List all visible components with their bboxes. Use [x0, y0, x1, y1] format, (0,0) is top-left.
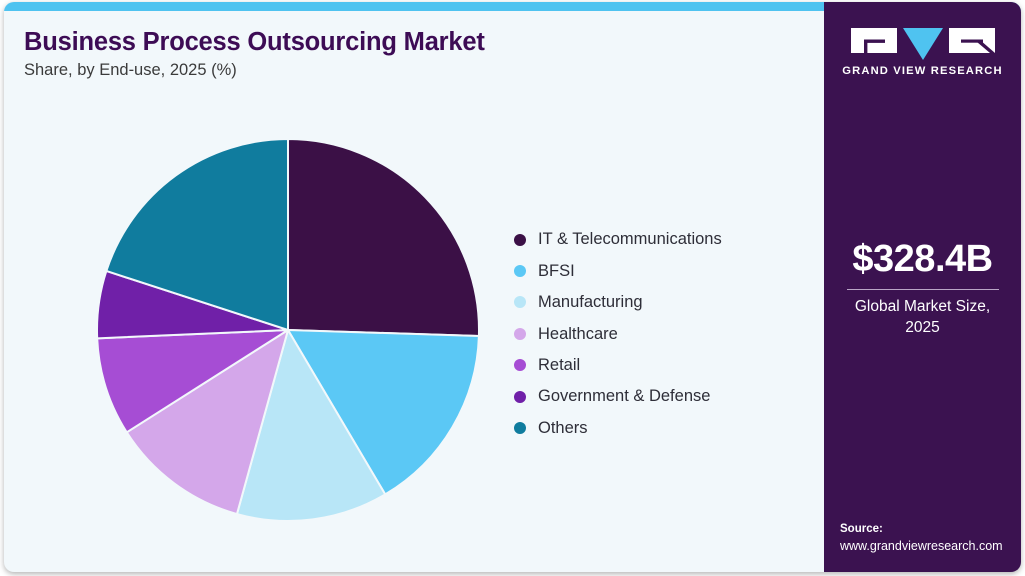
pie-slice[interactable]	[105, 138, 289, 331]
market-size-value: $328.4B	[852, 238, 993, 280]
legend-item-label: Others	[538, 418, 588, 437]
brand-panel: GRAND VIEW RESEARCH $328.4B Global Marke…	[824, 2, 1021, 572]
legend-color-swatch	[514, 265, 526, 278]
pie-slice[interactable]	[287, 329, 480, 496]
legend-color-swatch	[514, 327, 526, 340]
pie-slice[interactable]	[287, 138, 480, 337]
pie-slice[interactable]	[235, 329, 387, 522]
legend-item-label: Government & Defense	[538, 387, 711, 406]
page-title: Business Process Outsourcing Market	[24, 28, 485, 56]
source-url[interactable]: www.grandviewresearch.com	[840, 538, 1003, 553]
source-label: Source:	[840, 523, 883, 536]
logo-r-icon	[948, 28, 995, 53]
brand-wordmark: GRAND VIEW RESEARCH	[842, 65, 1003, 77]
legend-color-swatch	[514, 422, 526, 435]
market-size-stat: $328.4B Global Market Size, 2025	[824, 238, 1021, 338]
legend-item-label: Retail	[538, 356, 581, 374]
legend-item-label: Manufacturing	[538, 293, 643, 312]
legend-item-label: Healthcare	[538, 324, 618, 343]
legend-item[interactable]: Others	[514, 412, 814, 443]
pie-slice[interactable]	[96, 329, 289, 434]
legend-color-swatch	[514, 296, 526, 309]
pie-slice[interactable]	[125, 329, 289, 516]
legend-item-label: BFSI	[538, 261, 575, 280]
legend-item[interactable]: BFSI	[514, 255, 814, 286]
legend-item[interactable]: Retail	[514, 350, 814, 381]
logo-v-icon	[902, 28, 943, 60]
market-size-caption: Global Market Size, 2025	[854, 297, 991, 336]
chart-legend: IT & Telecommunications BFSI Manufacturing…	[514, 224, 814, 444]
pie-chart-svg	[96, 138, 480, 522]
infographic-card: Business Process Outsourcing Market Shar…	[4, 2, 1021, 572]
legend-item[interactable]: Government & Defense	[514, 381, 814, 412]
legend-item[interactable]: IT & Telecommunications	[514, 224, 814, 255]
brand-logo: GRAND VIEW RESEARCH	[824, 28, 1021, 77]
legend-color-swatch	[514, 390, 526, 403]
legend-color-swatch	[514, 359, 526, 372]
top-accent-bar	[4, 2, 1021, 11]
legend-item[interactable]: Manufacturing	[514, 287, 814, 318]
pie-chart	[92, 134, 484, 526]
source-block: Source: www.grandviewresearch.com	[840, 521, 1011, 554]
legend-color-swatch	[514, 233, 526, 246]
stat-divider	[846, 288, 999, 290]
logo-g-icon	[850, 28, 897, 53]
logo-marks	[850, 28, 995, 60]
page-subtitle: Share, by End-use, 2025 (%)	[24, 61, 237, 79]
legend-item-label: IT & Telecommunications	[538, 230, 722, 249]
legend-item[interactable]: Healthcare	[514, 318, 814, 349]
